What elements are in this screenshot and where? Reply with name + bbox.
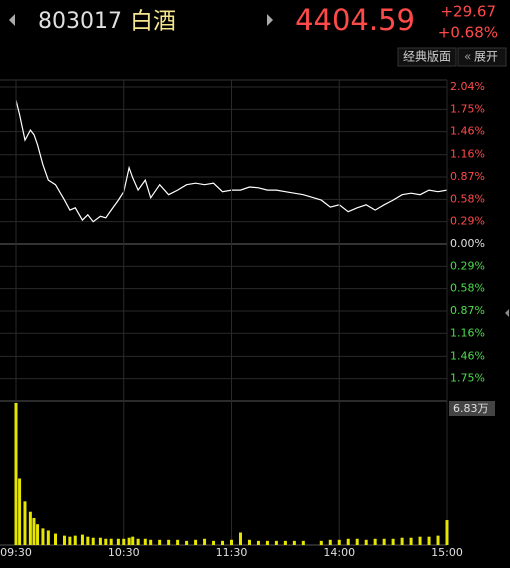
volume-bar — [131, 536, 135, 545]
stock-name: 白酒 — [130, 9, 176, 35]
volume-bar — [104, 538, 108, 545]
volume-bar — [86, 536, 90, 545]
volume-bar — [418, 536, 422, 545]
volume-bar — [41, 528, 45, 545]
y-tick-label: 0.00% — [450, 237, 485, 250]
y-tick-label: 0.58% — [450, 192, 485, 205]
volume-bar — [80, 534, 84, 545]
volume-bar — [127, 537, 131, 545]
volume-bar — [328, 539, 332, 545]
y-tick-label: 1.16% — [450, 326, 485, 339]
expand-button[interactable] — [457, 47, 507, 67]
y-tick-label: 0.29% — [450, 259, 485, 272]
volume-bar — [292, 540, 296, 545]
volume-bar — [28, 511, 32, 545]
expand-button-label: 展开 — [474, 50, 498, 64]
volume-bar — [346, 538, 350, 545]
volume-bar — [68, 536, 72, 545]
volume-bar — [54, 533, 58, 545]
y-tick-label: 0.87% — [450, 170, 485, 183]
volume-bar — [355, 538, 359, 545]
x-tick-label: 14:00 — [323, 546, 355, 559]
volume-bar — [364, 539, 368, 545]
volume-bar — [194, 539, 198, 545]
x-tick-label: 09:30 — [0, 546, 32, 559]
volume-bar — [98, 537, 102, 545]
volume-bar — [283, 540, 287, 545]
volume-bar — [122, 538, 126, 545]
volume-bar — [230, 539, 233, 545]
volume-bar — [382, 538, 386, 545]
y-tick-label: 1.46% — [450, 125, 485, 138]
y-tick-label: 1.75% — [450, 372, 485, 385]
x-tick-label: 15:00 — [431, 546, 463, 559]
volume-bar — [149, 539, 153, 545]
volume-bar — [167, 539, 171, 545]
y-tick-label: 0.58% — [450, 282, 485, 295]
change: +29.67 — [440, 3, 496, 21]
y-tick-label: 1.75% — [450, 102, 485, 115]
volume-bar — [18, 478, 22, 545]
volume-bar — [109, 538, 113, 545]
volume-bar — [158, 539, 162, 545]
volume-bar — [62, 535, 66, 545]
volume-bar — [203, 538, 207, 545]
volume-bar — [14, 403, 18, 545]
volume-bar — [73, 535, 77, 545]
volume-bar — [176, 539, 180, 545]
side-arrow[interactable] — [505, 309, 509, 317]
y-tick-label: 0.87% — [450, 304, 485, 317]
volume-bar — [185, 540, 189, 545]
y-tick-label: 2.04% — [450, 80, 485, 93]
y-tick-label: 1.16% — [450, 148, 485, 161]
volume-bar — [247, 539, 251, 545]
volume-bar — [445, 520, 449, 545]
volume-bar — [373, 538, 377, 545]
volume-bar — [91, 537, 95, 545]
y-tick-label: 1.46% — [450, 349, 485, 362]
volume-bar — [409, 537, 413, 545]
y-tick-box — [449, 401, 495, 416]
y-tick-label: 6.83万 — [453, 402, 489, 415]
volume-bar — [391, 538, 395, 545]
x-tick-label: 11:30 — [216, 546, 248, 559]
next-arrow[interactable] — [267, 14, 273, 26]
stock-code: 803017 — [38, 9, 122, 34]
volume-bar — [23, 501, 27, 545]
volume-bar — [274, 540, 278, 545]
volume-bar — [265, 540, 269, 545]
price: 4404.59 — [295, 3, 415, 37]
layout-button-label: 经典版面 — [403, 50, 451, 64]
volume-bar — [301, 540, 305, 545]
volume-bar — [212, 540, 216, 545]
volume-bar — [427, 536, 431, 545]
volume-bar — [337, 539, 341, 545]
prev-arrow[interactable] — [9, 14, 15, 26]
expand-icon: « — [464, 50, 471, 64]
volume-bar — [256, 540, 260, 545]
volume-bar — [238, 532, 242, 545]
volume-bar — [143, 538, 147, 545]
volume-bar — [32, 517, 36, 545]
volume-bar — [36, 524, 40, 545]
x-tick-label: 10:30 — [108, 546, 140, 559]
volume-bar — [136, 538, 140, 545]
change-pct: +0.68% — [438, 24, 498, 42]
volume-bar — [221, 540, 225, 545]
volume-bar — [436, 535, 440, 545]
volume-bar — [46, 530, 50, 545]
price-line — [15, 99, 448, 223]
volume-bar — [116, 538, 120, 545]
y-tick-label: 0.29% — [450, 215, 485, 228]
volume-bar — [400, 537, 404, 545]
volume-bar — [319, 540, 323, 545]
layout-button[interactable] — [397, 47, 457, 67]
